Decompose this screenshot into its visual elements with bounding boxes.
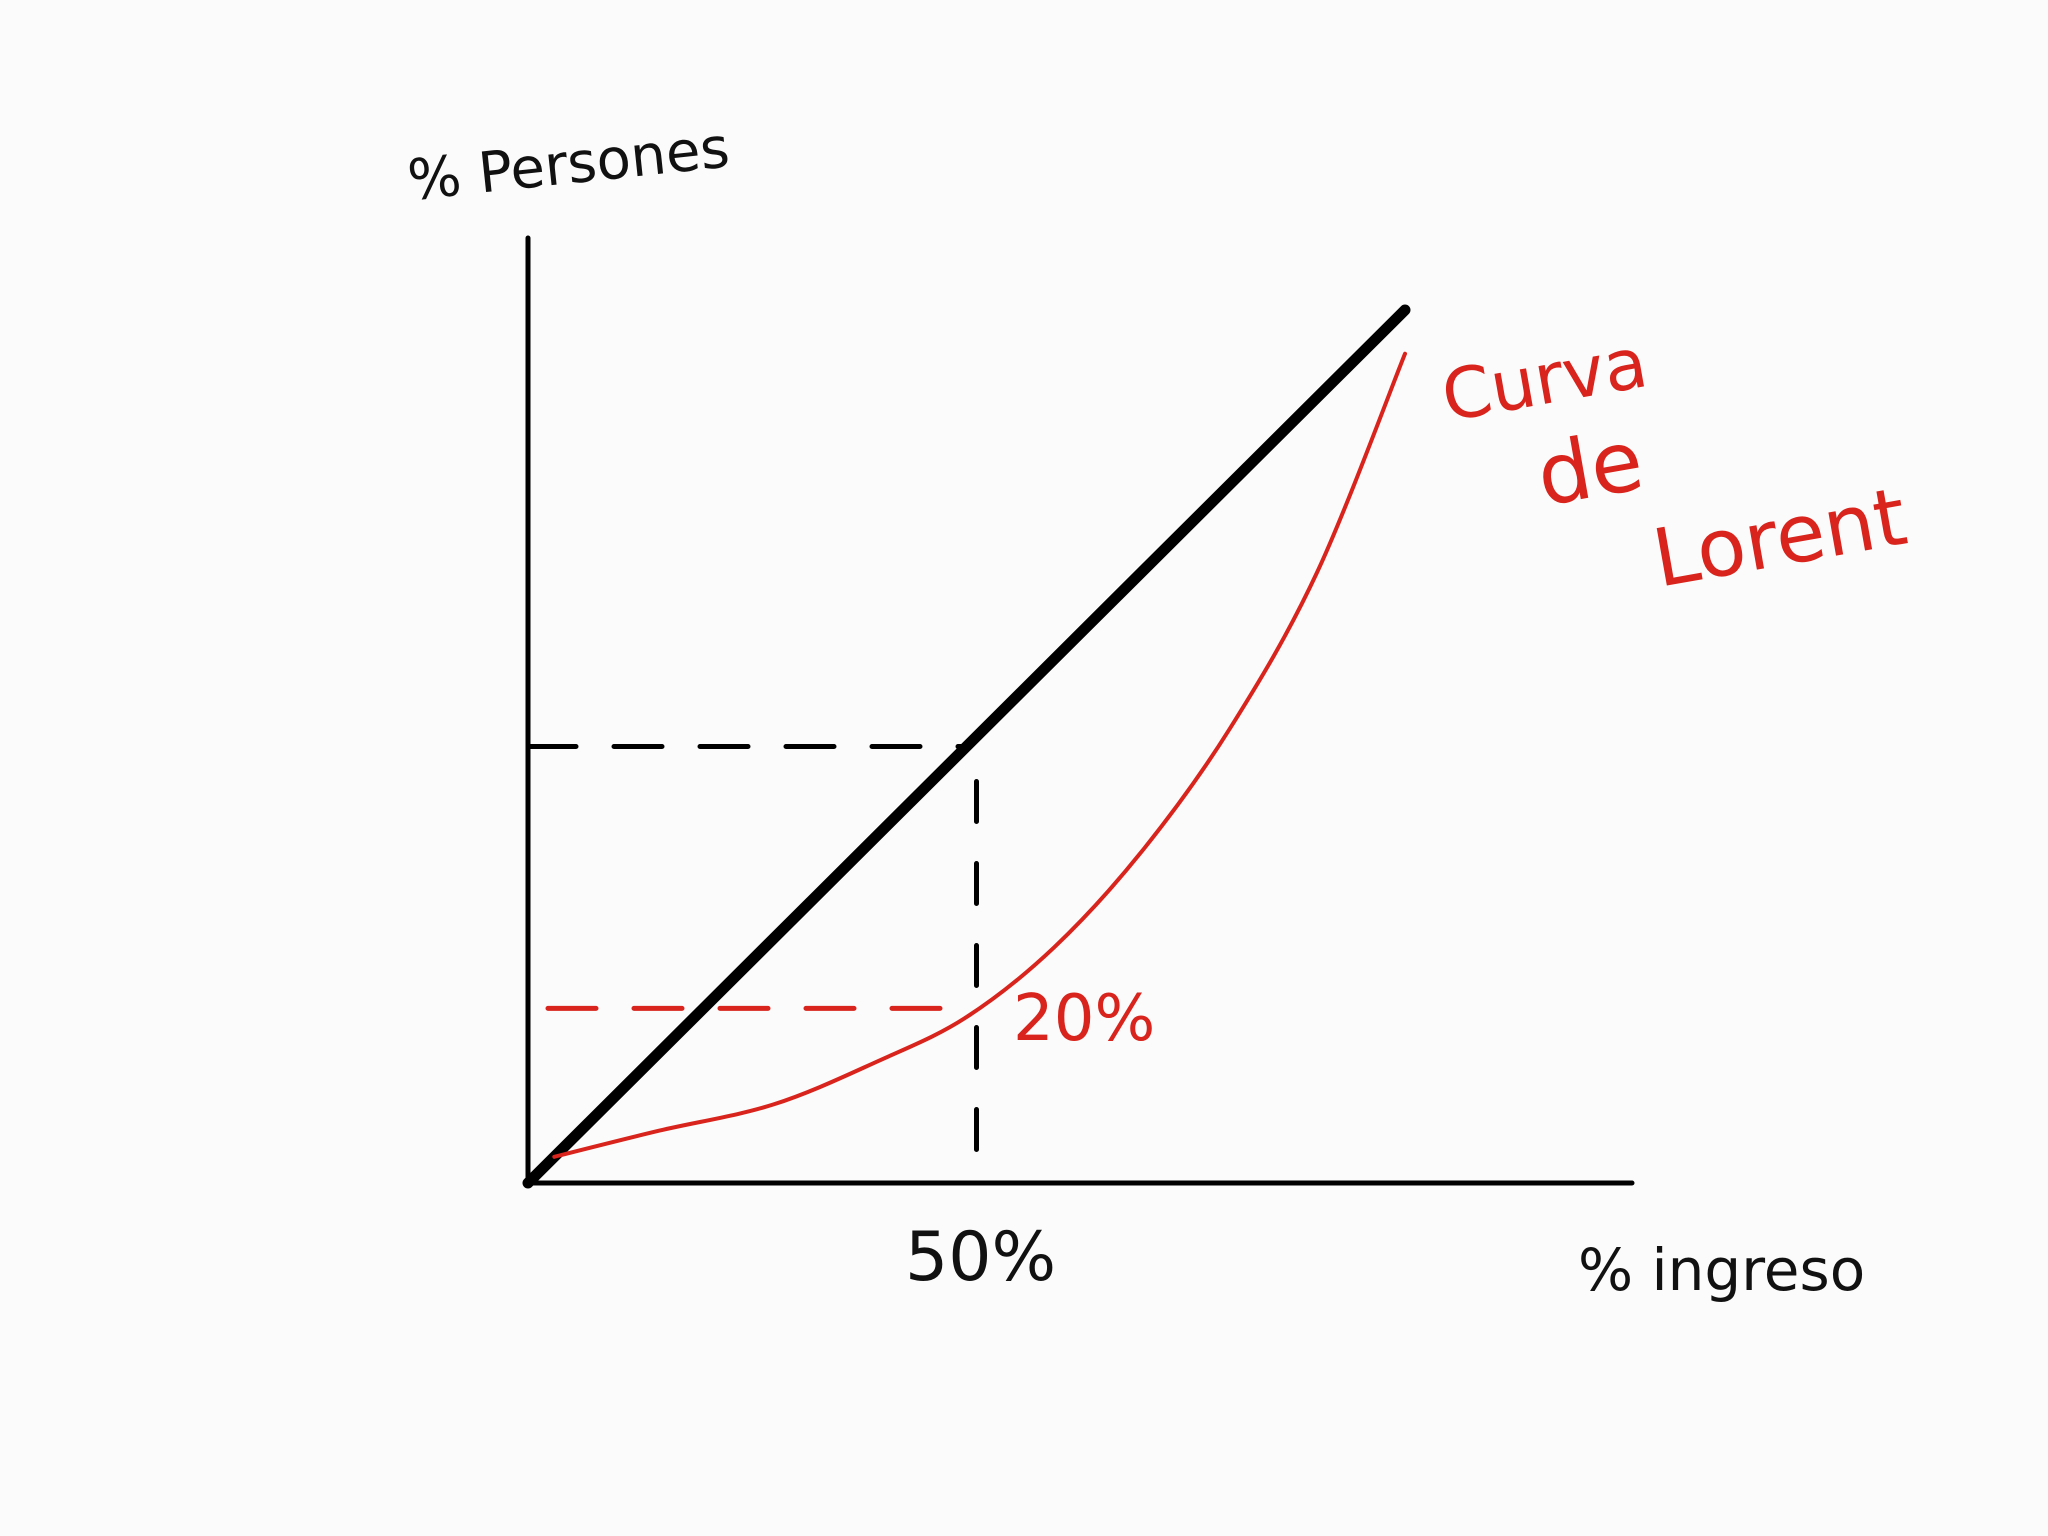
equality-line (522, 304, 1411, 1189)
y-tick-label-20: 20% (1013, 982, 1155, 1056)
annotation-line-3: Lorent (1646, 470, 1913, 606)
y-axis-label: % Persones (405, 116, 733, 214)
curve-annotation: Curva de Lorent (1436, 321, 1913, 606)
x-axis-label: % ingreso (1578, 1236, 1865, 1304)
x-tick-label-50: 50% (905, 1218, 1056, 1297)
annotation-line-2: de (1530, 411, 1650, 526)
lorenz-curve (552, 351, 1407, 1159)
